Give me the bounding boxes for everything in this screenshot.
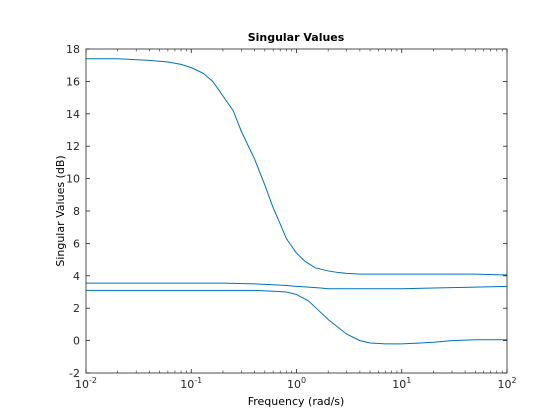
series-line-2	[86, 282, 508, 290]
y-tick-label: 14	[66, 108, 80, 121]
series-line-3	[86, 289, 507, 345]
y-tick-label: 8	[73, 205, 80, 218]
y-tick-label: 6	[73, 237, 80, 250]
x-axis-label: Frequency (rad/s)	[248, 395, 345, 408]
axis-ticks	[85, 48, 508, 374]
x-tick-label: 101	[392, 376, 411, 391]
series-line-1	[86, 58, 508, 276]
y-tick-label: 4	[73, 270, 80, 283]
y-tick-label: 2	[73, 302, 80, 315]
x-tick-label: 10-2	[75, 376, 97, 391]
x-tick-label: 100	[287, 376, 306, 391]
y-axis-label: Singular Values (dB)	[54, 155, 67, 266]
y-tick-label: 12	[66, 140, 80, 153]
y-tick-label: 16	[66, 75, 80, 88]
y-tick-label: -2	[69, 367, 80, 380]
y-tick-label: 18	[66, 43, 80, 56]
x-tick-label: 102	[497, 376, 516, 391]
axes-box	[85, 48, 508, 374]
plot-area	[86, 49, 507, 373]
series-lines	[86, 58, 508, 345]
x-tick-labels: 10-2 10-1 100 101 102	[75, 376, 517, 391]
y-tick-labels: -2 0 2 4 6 8 10 12 14 16 18	[66, 43, 80, 380]
chart-title: Singular Values	[248, 31, 345, 44]
y-tick-label: 0	[73, 335, 80, 348]
x-tick-label: 10-1	[180, 376, 202, 391]
y-tick-label: 10	[66, 173, 80, 186]
